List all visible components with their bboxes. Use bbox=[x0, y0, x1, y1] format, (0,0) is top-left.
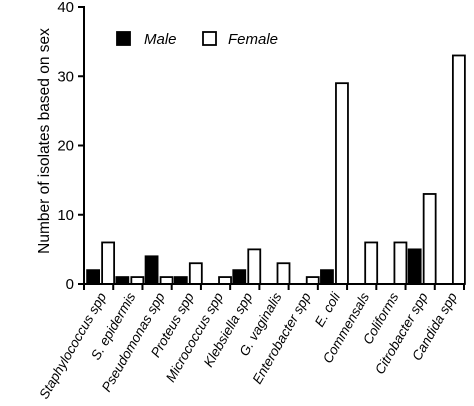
bar-male-1 bbox=[115, 276, 130, 285]
bar-male-2 bbox=[144, 255, 159, 285]
bar-female-12 bbox=[451, 54, 466, 285]
y-tick-label: 10 bbox=[57, 207, 74, 224]
y-axis-label: Number of isolates based on sex bbox=[36, 28, 53, 254]
y-axis: 0 10 20 30 40 bbox=[57, 0, 85, 293]
y-tick-label: 30 bbox=[57, 68, 74, 85]
bar-female-2 bbox=[159, 276, 174, 285]
legend-swatch-female bbox=[202, 31, 217, 46]
bar-female-5 bbox=[247, 248, 262, 285]
bar-female-10 bbox=[393, 241, 408, 285]
y-tick-label: 20 bbox=[57, 138, 74, 155]
bar-female-9 bbox=[364, 241, 379, 285]
x-tick-label: E. coli bbox=[312, 289, 344, 329]
bar-female-4 bbox=[218, 276, 232, 285]
bar-male-11 bbox=[407, 248, 422, 285]
y-tick-label: 40 bbox=[57, 0, 74, 16]
bar-female-0 bbox=[101, 241, 116, 285]
bar-male-8 bbox=[320, 269, 334, 285]
bar-female-8 bbox=[335, 82, 349, 285]
x-axis bbox=[83, 283, 465, 290]
bar-female-3 bbox=[188, 262, 203, 285]
bar-female-7 bbox=[305, 276, 320, 285]
legend-label-female: Female bbox=[228, 31, 278, 48]
bars-group bbox=[86, 54, 466, 285]
bar-female-6 bbox=[276, 262, 291, 285]
bar-male-5 bbox=[232, 269, 247, 285]
legend-label-male: Male bbox=[144, 31, 177, 48]
legend: Male Female bbox=[116, 31, 278, 48]
bar-female-1 bbox=[130, 276, 145, 285]
bar-female-11 bbox=[422, 193, 437, 285]
y-tick-label: 0 bbox=[66, 276, 74, 293]
legend-swatch-male bbox=[116, 31, 131, 46]
bar-male-3 bbox=[173, 276, 188, 285]
bar-male-0 bbox=[86, 269, 101, 285]
